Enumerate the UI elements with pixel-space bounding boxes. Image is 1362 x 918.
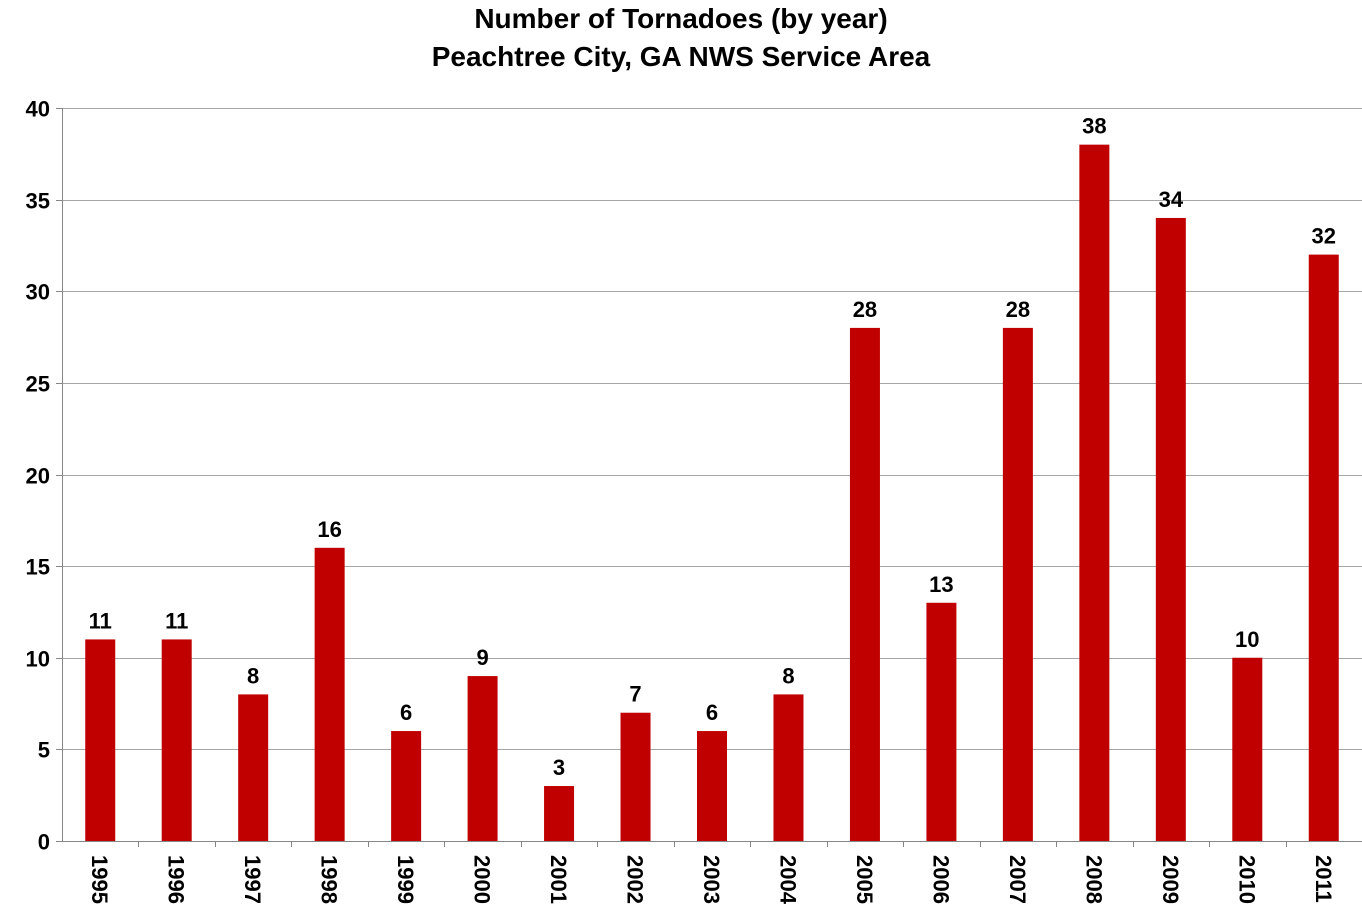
y-tick-label: 25 xyxy=(26,372,50,397)
bar-2004 xyxy=(773,694,804,841)
bar-1999 xyxy=(391,731,422,841)
bar-1995 xyxy=(85,639,116,841)
y-tick-label: 5 xyxy=(38,738,50,763)
bar-2001 xyxy=(544,786,575,841)
chart-title-block: Number of Tornadoes (by year) Peachtree … xyxy=(0,0,1362,76)
data-label: 11 xyxy=(165,608,188,633)
x-tick-label: 2004 xyxy=(775,855,800,905)
bar-2008 xyxy=(1079,144,1110,841)
x-tick-label: 1995 xyxy=(87,855,112,904)
bar-1998 xyxy=(314,547,345,841)
x-tick-label: 2000 xyxy=(470,855,495,904)
axes xyxy=(56,108,1362,847)
data-label: 8 xyxy=(247,663,259,688)
y-tick-label: 40 xyxy=(26,97,50,122)
bar-2003 xyxy=(697,731,727,841)
data-label: 8 xyxy=(782,663,794,688)
bar-2000 xyxy=(467,676,498,841)
data-label: 28 xyxy=(853,297,877,322)
y-tick-label: 0 xyxy=(38,830,50,855)
x-tick-label: 2009 xyxy=(1158,855,1183,904)
x-tick-label: 2008 xyxy=(1081,855,1106,904)
x-tick-label: 2006 xyxy=(928,855,953,904)
x-tick-label: 2010 xyxy=(1234,855,1259,904)
bar-2006 xyxy=(926,602,957,841)
y-tick-label: 15 xyxy=(26,555,50,580)
x-tick-label: 2011 xyxy=(1311,855,1336,903)
x-tick-label: 2002 xyxy=(623,855,648,904)
x-tick-label: 1997 xyxy=(240,855,265,904)
bar-2010 xyxy=(1232,657,1263,841)
data-label: 6 xyxy=(400,700,412,725)
chart-title: Number of Tornadoes (by year) xyxy=(474,3,888,34)
x-tick-label: 1999 xyxy=(393,855,418,904)
x-tick-label: 1996 xyxy=(164,855,189,904)
y-tick-label: 10 xyxy=(26,647,50,672)
bar-2009 xyxy=(1155,217,1186,841)
chart-subtitle: Peachtree City, GA NWS Service Area xyxy=(431,41,931,72)
labels: 0 5 10 15 20 25 30 35 40 11 1995 11 1996 8 1997 16 1998 6… xyxy=(26,97,1336,905)
data-label: 9 xyxy=(476,645,488,670)
y-tick-label: 35 xyxy=(26,189,50,214)
y-tick-label: 30 xyxy=(26,280,50,305)
bars xyxy=(85,144,1339,842)
bar-2007 xyxy=(1002,327,1033,841)
bar-1996 xyxy=(161,639,192,841)
data-label: 11 xyxy=(89,608,112,633)
data-label: 7 xyxy=(629,682,641,707)
x-tick-label: 2001 xyxy=(546,855,571,904)
x-tick-label: 2003 xyxy=(699,855,724,904)
x-tick-label: 1998 xyxy=(317,855,342,904)
bar-2002 xyxy=(620,712,651,841)
data-label: 34 xyxy=(1159,187,1184,212)
data-label: 28 xyxy=(1006,297,1030,322)
data-label: 38 xyxy=(1082,114,1106,139)
gridlines xyxy=(62,108,1362,750)
x-tick-label: 2007 xyxy=(1005,855,1030,904)
data-label: 6 xyxy=(706,700,718,725)
data-label: 13 xyxy=(929,572,953,597)
y-tick-label: 20 xyxy=(26,464,50,489)
data-label: 16 xyxy=(317,517,341,542)
data-label: 32 xyxy=(1312,224,1336,249)
bar-1997 xyxy=(238,694,269,841)
data-label: 3 xyxy=(553,755,565,780)
x-tick-label: 2005 xyxy=(852,855,877,904)
bar-2011 xyxy=(1308,254,1339,842)
bar-2005 xyxy=(849,327,880,841)
data-label: 10 xyxy=(1235,627,1259,652)
